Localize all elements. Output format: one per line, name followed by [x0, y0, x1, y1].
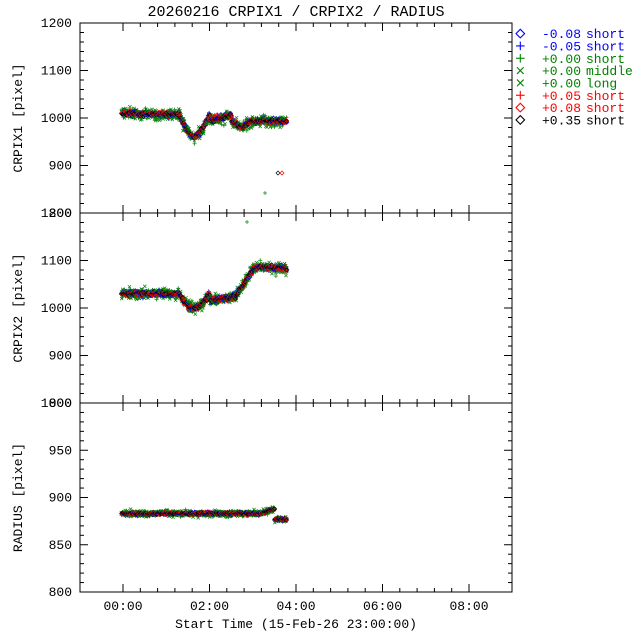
svg-text:20260216 CRPIX1 / CRPIX2 / RAD: 20260216 CRPIX1 / CRPIX2 / RADIUS	[147, 4, 444, 21]
svg-text:900: 900	[49, 159, 72, 174]
svg-text:1200: 1200	[41, 16, 72, 31]
svg-text:00:00: 00:00	[103, 599, 142, 614]
svg-text:02:00: 02:00	[190, 599, 229, 614]
svg-text:CRPIX2 [pixel]: CRPIX2 [pixel]	[11, 253, 26, 362]
svg-text:+0.35: +0.35	[542, 113, 581, 128]
svg-text:06:00: 06:00	[363, 599, 402, 614]
svg-text:1200: 1200	[41, 206, 72, 221]
svg-text:1000: 1000	[41, 111, 72, 126]
svg-text:1100: 1100	[41, 254, 72, 269]
svg-text:1100: 1100	[41, 64, 72, 79]
svg-text:Start Time (15-Feb-26 23:00:00: Start Time (15-Feb-26 23:00:00)	[175, 617, 417, 632]
svg-text:900: 900	[49, 349, 72, 364]
svg-text:04:00: 04:00	[276, 599, 315, 614]
svg-text:850: 850	[49, 538, 72, 553]
svg-text:1000: 1000	[41, 396, 72, 411]
svg-text:RADIUS [pixel]: RADIUS [pixel]	[11, 443, 26, 552]
svg-text:900: 900	[49, 491, 72, 506]
svg-text:short: short	[586, 113, 625, 128]
svg-text:800: 800	[49, 585, 72, 600]
svg-text:1000: 1000	[41, 301, 72, 316]
svg-text:950: 950	[49, 443, 72, 458]
svg-text:CRPIX1 [pixel]: CRPIX1 [pixel]	[11, 63, 26, 172]
svg-text:08:00: 08:00	[449, 599, 488, 614]
